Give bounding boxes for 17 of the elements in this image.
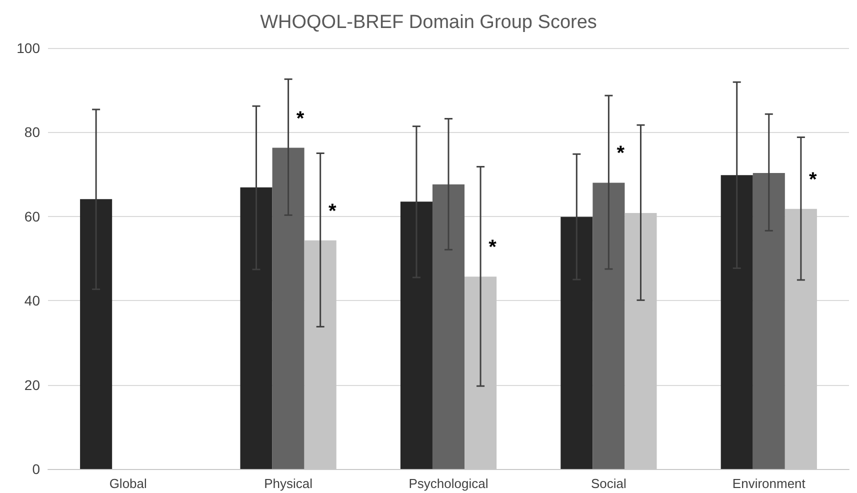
y-tick-label: 40 <box>24 292 40 309</box>
x-tick-label: Global <box>109 476 147 491</box>
y-tick-label: 20 <box>24 376 40 393</box>
y-tick-label: 60 <box>24 208 40 224</box>
x-tick-label: Physical <box>264 476 313 491</box>
data-label: * <box>488 236 497 259</box>
data-label: * <box>328 200 336 222</box>
x-tick-label: Social <box>590 476 627 491</box>
data-label: * <box>616 142 625 165</box>
chart-title: WHOQOL-BREF Domain Group Scores <box>260 12 597 33</box>
y-tick-label: 100 <box>16 40 40 56</box>
x-tick-label: Environment <box>732 476 806 491</box>
y-tick-label: 80 <box>24 124 40 140</box>
data-label: * <box>809 168 818 191</box>
data-label: * <box>296 108 304 130</box>
y-tick-label: 0 <box>32 461 40 477</box>
x-tick-label: Psychological <box>408 476 488 491</box>
